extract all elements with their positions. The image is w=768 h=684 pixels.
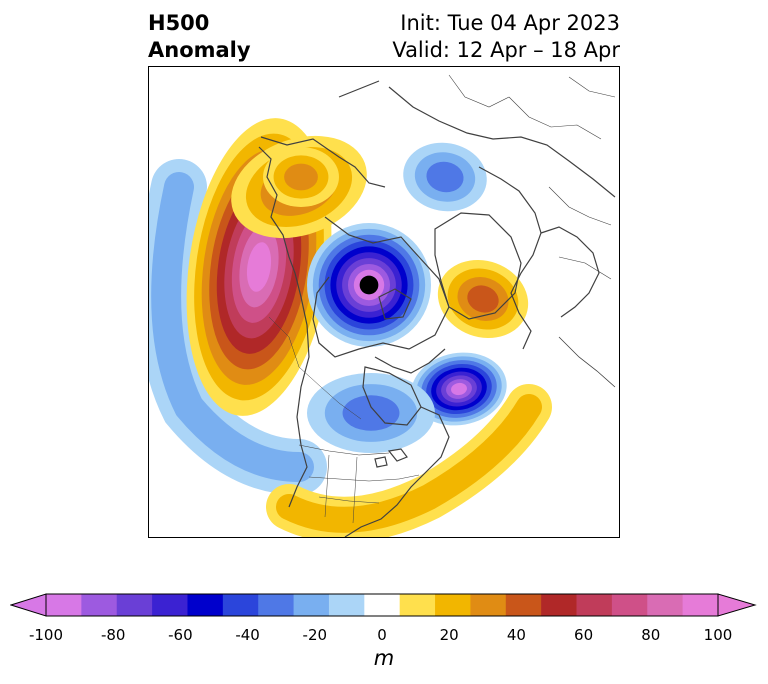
colorbar-tick-label: 80 xyxy=(641,626,661,644)
negative-anomaly-labrador xyxy=(451,382,467,396)
colorbar-bin xyxy=(81,594,118,616)
colorbar-outline xyxy=(45,593,719,617)
valid-range-label: Valid: 12 Apr – 18 Apr xyxy=(392,38,620,62)
colorbar-bin xyxy=(682,594,719,616)
colorbar-tick-label: -80 xyxy=(100,626,126,644)
colorbar-bin xyxy=(258,594,295,616)
anomaly-map xyxy=(148,66,620,538)
colorbar-bin xyxy=(116,594,153,616)
colorbar-bin xyxy=(647,594,684,616)
colorbar-bins xyxy=(10,593,757,617)
colorbar-tick-label: 40 xyxy=(506,626,526,644)
colorbar-bin xyxy=(399,594,436,616)
colorbar-bin xyxy=(576,594,613,616)
colorbar-unit-label: m xyxy=(373,646,395,670)
negative-anomaly-arctic xyxy=(359,275,379,295)
colorbar-bin xyxy=(470,594,507,616)
colorbar-bin xyxy=(611,594,648,616)
colorbar-tick-label: 0 xyxy=(377,626,387,644)
colorbar-bin xyxy=(187,594,224,616)
colorbar-bin xyxy=(293,594,330,616)
negative-anomaly-canada xyxy=(342,395,400,431)
positive-anomaly-ne-pacific xyxy=(246,242,272,292)
anomaly-map-svg xyxy=(149,67,619,537)
positive-anomaly-siberia xyxy=(284,163,318,191)
colorbar-extend-min xyxy=(10,593,47,617)
colorbar-tick-label: -40 xyxy=(235,626,260,644)
negative-anomaly-pacific xyxy=(151,172,314,482)
colorbar-tick-label: 100 xyxy=(703,626,733,644)
colorbar-bin xyxy=(222,594,259,616)
positive-anomaly-europe xyxy=(467,285,499,313)
colorbar-bin xyxy=(328,594,365,616)
coastlines xyxy=(258,74,616,537)
colorbar-bin xyxy=(152,594,188,616)
colorbar xyxy=(10,593,757,617)
colorbar-bin xyxy=(505,594,542,616)
negative-anomaly-asia xyxy=(426,161,464,193)
map-title: H500 Anomaly xyxy=(148,10,251,64)
colorbar-tick-label: 60 xyxy=(574,626,594,644)
title-variable: H500 xyxy=(148,11,210,35)
colorbar-bin xyxy=(435,594,471,616)
colorbar-tick-label: -20 xyxy=(302,626,328,644)
positive-anomaly-eastern-us xyxy=(276,394,542,533)
colorbar-bin xyxy=(541,594,578,616)
colorbar-bin xyxy=(364,594,401,616)
map-subtitle: Init: Tue 04 Apr 2023 Valid: 12 Apr – 18… xyxy=(392,10,620,64)
anomaly-contours xyxy=(149,118,552,537)
colorbar-tick-label: -100 xyxy=(28,626,64,644)
title-field: Anomaly xyxy=(148,38,251,62)
colorbar-extend-max xyxy=(717,593,757,617)
colorbar-bin xyxy=(46,594,82,616)
colorbar-tick-label: 20 xyxy=(439,626,459,644)
colorbar-tick-label: -60 xyxy=(168,626,193,644)
init-time-label: Init: Tue 04 Apr 2023 xyxy=(400,11,620,35)
